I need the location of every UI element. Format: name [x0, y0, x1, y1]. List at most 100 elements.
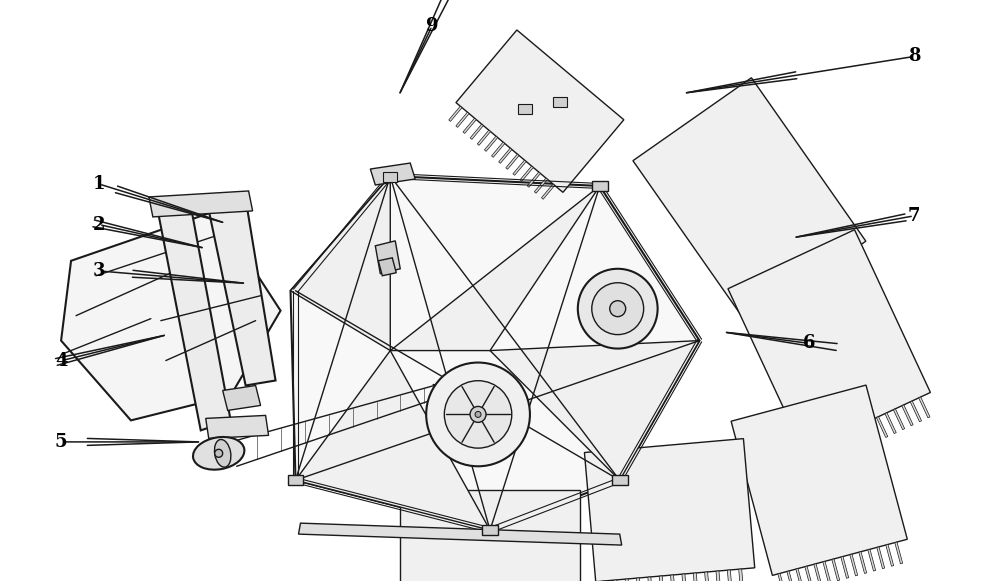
Polygon shape	[847, 253, 861, 272]
Polygon shape	[482, 525, 498, 535]
Polygon shape	[390, 186, 600, 350]
Polygon shape	[291, 176, 390, 350]
Polygon shape	[400, 490, 580, 581]
Polygon shape	[506, 154, 519, 169]
Circle shape	[578, 269, 658, 349]
Polygon shape	[886, 544, 894, 566]
Text: 2: 2	[93, 216, 105, 234]
Polygon shape	[499, 148, 512, 163]
Text: 4: 4	[55, 352, 67, 370]
Polygon shape	[850, 554, 858, 576]
Text: 3: 3	[93, 262, 105, 280]
Circle shape	[470, 407, 486, 422]
Polygon shape	[834, 436, 846, 457]
Polygon shape	[831, 264, 846, 284]
Polygon shape	[206, 415, 269, 438]
Polygon shape	[855, 248, 869, 267]
Polygon shape	[728, 229, 930, 451]
Polygon shape	[787, 571, 795, 581]
Polygon shape	[470, 124, 483, 139]
Polygon shape	[851, 428, 862, 449]
Text: 1: 1	[93, 175, 105, 193]
Polygon shape	[513, 160, 526, 175]
Polygon shape	[534, 178, 548, 193]
Polygon shape	[814, 564, 822, 581]
Polygon shape	[636, 578, 641, 581]
Polygon shape	[817, 444, 829, 465]
Polygon shape	[612, 475, 628, 485]
Polygon shape	[885, 413, 896, 433]
Polygon shape	[807, 281, 822, 300]
Polygon shape	[760, 314, 775, 333]
Polygon shape	[805, 566, 813, 581]
Polygon shape	[288, 475, 303, 485]
Polygon shape	[877, 547, 885, 569]
Text: 5: 5	[55, 433, 67, 451]
Polygon shape	[860, 425, 871, 446]
Polygon shape	[382, 171, 398, 181]
Polygon shape	[839, 259, 854, 278]
Polygon shape	[648, 577, 652, 581]
Polygon shape	[859, 552, 867, 573]
Polygon shape	[739, 569, 743, 581]
Polygon shape	[456, 112, 469, 127]
Polygon shape	[378, 258, 396, 276]
Polygon shape	[375, 241, 400, 274]
Polygon shape	[841, 557, 849, 578]
Polygon shape	[693, 573, 698, 581]
Polygon shape	[784, 297, 798, 317]
Polygon shape	[682, 574, 686, 581]
Polygon shape	[716, 571, 721, 581]
Polygon shape	[796, 569, 804, 581]
Polygon shape	[206, 196, 276, 385]
Polygon shape	[800, 286, 814, 306]
Polygon shape	[778, 573, 786, 581]
Polygon shape	[383, 172, 397, 182]
Polygon shape	[456, 30, 624, 192]
Polygon shape	[298, 523, 622, 545]
Polygon shape	[868, 421, 879, 442]
Polygon shape	[592, 181, 608, 191]
Circle shape	[610, 301, 626, 317]
Polygon shape	[826, 440, 837, 461]
Polygon shape	[61, 211, 281, 421]
Polygon shape	[614, 580, 618, 581]
Text: 9: 9	[426, 17, 438, 35]
Polygon shape	[584, 439, 755, 581]
Polygon shape	[823, 561, 831, 581]
Text: 8: 8	[908, 48, 920, 66]
Polygon shape	[463, 118, 476, 134]
Text: 6: 6	[803, 335, 815, 352]
Polygon shape	[527, 172, 540, 187]
Polygon shape	[223, 385, 261, 410]
Polygon shape	[149, 191, 253, 217]
Polygon shape	[868, 549, 876, 571]
Circle shape	[426, 363, 530, 467]
Polygon shape	[625, 579, 630, 581]
Ellipse shape	[193, 437, 244, 469]
Polygon shape	[809, 448, 820, 469]
Polygon shape	[902, 405, 913, 426]
Polygon shape	[815, 275, 830, 295]
Polygon shape	[553, 97, 567, 107]
Ellipse shape	[214, 439, 231, 467]
Polygon shape	[895, 542, 903, 564]
Polygon shape	[659, 576, 664, 581]
Polygon shape	[910, 401, 922, 422]
Polygon shape	[477, 130, 491, 145]
Polygon shape	[731, 385, 907, 575]
Polygon shape	[296, 350, 490, 530]
Circle shape	[475, 411, 481, 417]
Polygon shape	[919, 397, 930, 418]
Text: 7: 7	[908, 207, 920, 225]
Polygon shape	[776, 303, 790, 322]
Polygon shape	[876, 417, 888, 437]
Polygon shape	[541, 184, 555, 199]
Polygon shape	[484, 136, 498, 151]
Circle shape	[444, 381, 512, 448]
Polygon shape	[792, 292, 806, 311]
Polygon shape	[832, 559, 840, 580]
Polygon shape	[705, 572, 709, 581]
Polygon shape	[291, 176, 700, 530]
Polygon shape	[823, 270, 838, 289]
